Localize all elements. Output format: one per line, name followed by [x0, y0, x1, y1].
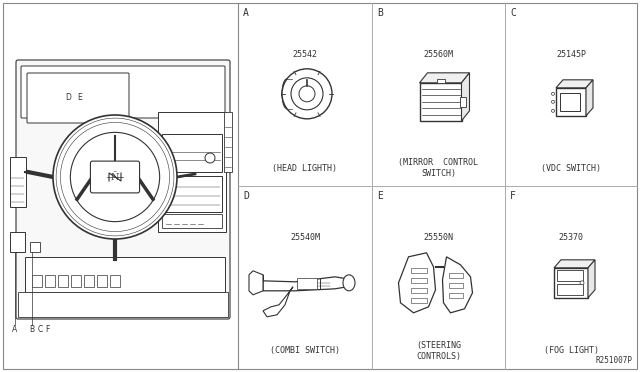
Bar: [449, 283, 463, 288]
Bar: [58, 275, 68, 287]
Circle shape: [552, 100, 554, 103]
Bar: [297, 278, 317, 289]
Text: (HEAD LIGHTH): (HEAD LIGHTH): [273, 164, 337, 173]
Text: D: D: [65, 93, 71, 102]
Text: (STEERING
CONTROLS): (STEERING CONTROLS): [416, 341, 461, 362]
Bar: [18, 292, 228, 317]
Ellipse shape: [343, 275, 355, 291]
Bar: [158, 112, 226, 232]
Bar: [557, 284, 583, 295]
Bar: [449, 293, 463, 298]
Text: (MIRROR  CONTROL
SWITCH): (MIRROR CONTROL SWITCH): [399, 158, 479, 179]
Bar: [110, 275, 120, 287]
Bar: [556, 88, 586, 116]
Text: F: F: [510, 191, 516, 201]
Bar: [560, 93, 580, 111]
Circle shape: [282, 69, 332, 119]
FancyBboxPatch shape: [90, 161, 140, 193]
Circle shape: [53, 115, 177, 239]
Circle shape: [552, 92, 554, 95]
Text: E: E: [377, 191, 383, 201]
Bar: [410, 298, 426, 303]
Bar: [410, 278, 426, 283]
Text: 25542: 25542: [292, 50, 317, 59]
Text: A: A: [243, 8, 249, 18]
Polygon shape: [399, 253, 435, 313]
Circle shape: [552, 109, 554, 112]
Bar: [554, 268, 588, 298]
Polygon shape: [249, 271, 263, 295]
Polygon shape: [588, 260, 595, 298]
Circle shape: [70, 132, 159, 222]
Text: 25550N: 25550N: [424, 233, 454, 242]
Circle shape: [299, 86, 315, 102]
Bar: [460, 97, 465, 107]
Circle shape: [205, 153, 215, 163]
Bar: [557, 270, 583, 281]
Text: D: D: [243, 191, 249, 201]
Bar: [162, 134, 222, 172]
Text: Ñ: Ñ: [111, 173, 119, 182]
Text: B: B: [377, 8, 383, 18]
Bar: [162, 214, 222, 228]
Polygon shape: [461, 73, 470, 121]
Text: 25540M: 25540M: [290, 233, 320, 242]
Bar: [449, 273, 463, 278]
Bar: [410, 288, 426, 293]
Bar: [45, 275, 55, 287]
Text: E: E: [77, 93, 83, 102]
Circle shape: [580, 281, 584, 285]
Polygon shape: [263, 287, 293, 317]
Bar: [419, 83, 461, 121]
Polygon shape: [586, 80, 593, 116]
Polygon shape: [556, 80, 593, 88]
Text: 25370: 25370: [559, 233, 584, 242]
Text: 25145P: 25145P: [556, 50, 586, 59]
Polygon shape: [419, 73, 470, 83]
Bar: [97, 275, 107, 287]
Text: (VDC SWITCH): (VDC SWITCH): [541, 164, 601, 173]
Text: R251007P: R251007P: [595, 356, 632, 365]
Bar: [30, 242, 40, 252]
Polygon shape: [263, 275, 347, 291]
FancyBboxPatch shape: [21, 66, 225, 118]
Text: B: B: [29, 326, 35, 334]
Circle shape: [291, 78, 323, 110]
Text: F: F: [45, 326, 49, 334]
Text: C: C: [37, 326, 43, 334]
Bar: [71, 275, 81, 287]
Bar: [10, 232, 25, 252]
Polygon shape: [442, 257, 472, 313]
Bar: [25, 257, 225, 292]
Text: C: C: [510, 8, 516, 18]
Bar: [224, 112, 232, 172]
Bar: [162, 176, 222, 212]
Ellipse shape: [282, 79, 292, 109]
Text: 25560M: 25560M: [424, 50, 454, 59]
Text: (FOG LIGHT): (FOG LIGHT): [543, 346, 598, 356]
FancyBboxPatch shape: [16, 60, 230, 319]
Polygon shape: [554, 260, 595, 268]
Bar: [10, 157, 26, 207]
Bar: [84, 275, 94, 287]
Text: (COMBI SWITCH): (COMBI SWITCH): [270, 346, 340, 356]
Bar: [32, 275, 42, 287]
Bar: [410, 268, 426, 273]
Bar: [436, 79, 445, 83]
Text: A: A: [12, 326, 18, 334]
FancyBboxPatch shape: [27, 73, 129, 123]
